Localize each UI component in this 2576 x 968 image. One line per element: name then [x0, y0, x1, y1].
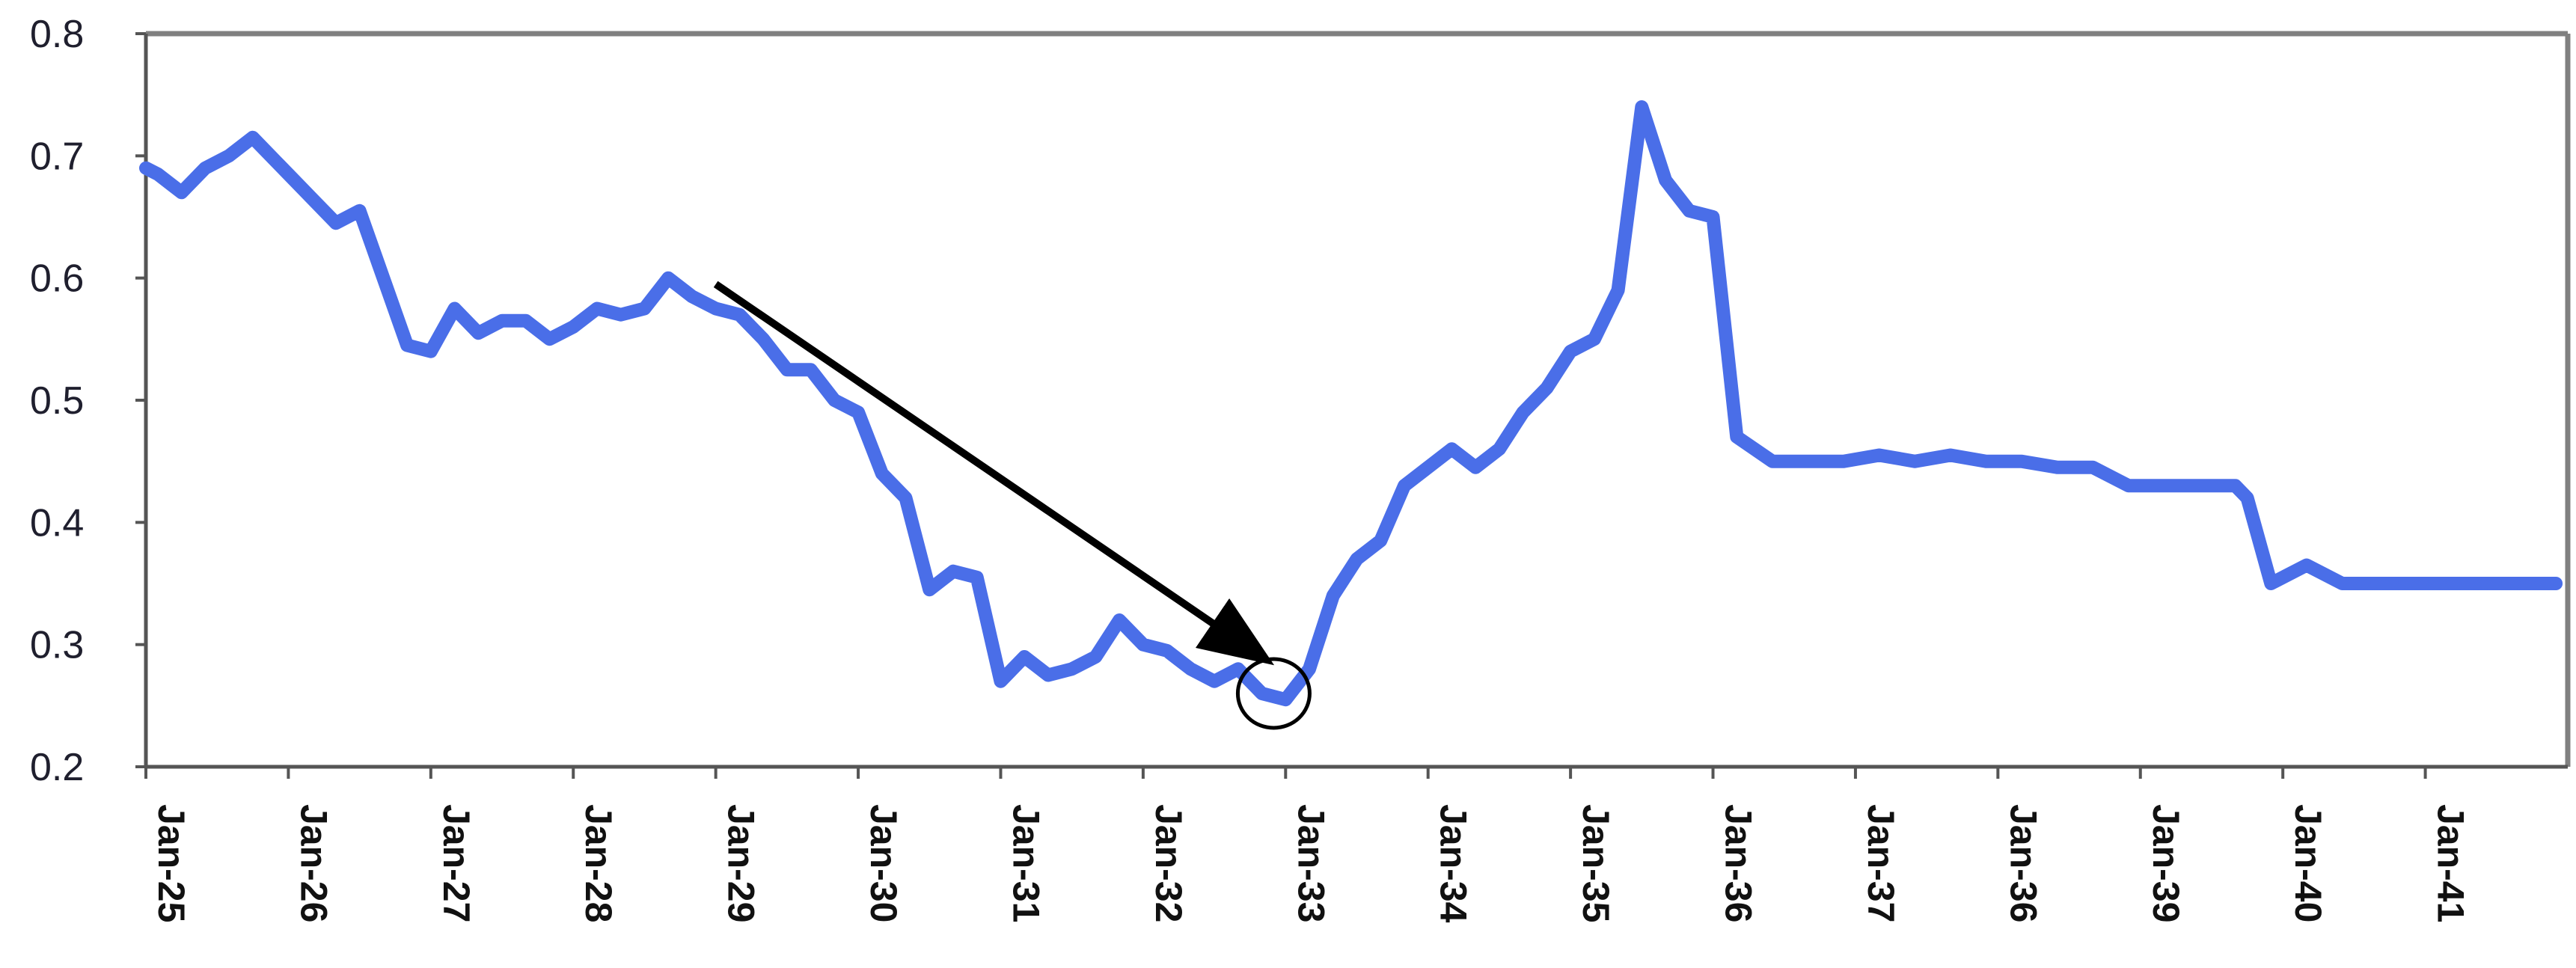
x-axis: Jan-25 Jan-26 Jan-27 Jan-28 Jan-29 Jan-30 Jan-…: [144, 767, 2472, 923]
x-tick-label: Jan-26: [293, 804, 334, 922]
y-tick-label: 0.2: [30, 746, 84, 789]
y-tick-label: 0.5: [30, 379, 84, 423]
x-tick-label: Jan-33: [1290, 804, 1332, 922]
x-tick-label: Jan-28: [578, 804, 619, 922]
x-tick-label: Jan-25: [150, 804, 192, 922]
x-tick-label: Jan-36: [2002, 804, 2044, 922]
y-tick-label: 0.7: [30, 135, 84, 178]
annotation-layer: [713, 281, 1312, 730]
y-tick-label: 0.8: [30, 13, 84, 56]
x-tick-label: Jan-37: [1860, 804, 1902, 922]
x-tick-label: Jan-27: [435, 804, 477, 922]
x-tick-label: Jan-31: [1005, 804, 1047, 922]
x-tick-label: Jan-36: [1718, 804, 1760, 922]
x-tick-label: Jan-29: [721, 804, 762, 922]
x-tick-label: Jan-32: [1148, 804, 1190, 922]
y-tick-label: 0.3: [30, 624, 84, 667]
annotation-arrow: [713, 281, 1275, 666]
y-axis: 0.2 0.3 0.4 0.5 0.6 0.7 0.8: [30, 13, 146, 789]
x-tick-label: Jan-30: [863, 804, 905, 922]
y-tick-label: 0.4: [30, 501, 84, 545]
annotation-circle: [1235, 657, 1312, 730]
plot-frame: [144, 31, 2571, 769]
x-tick-label: Jan-35: [1575, 804, 1617, 922]
x-tick-label: Jan-34: [1433, 804, 1475, 923]
series-line: [139, 100, 2563, 707]
y-tick-label: 0.6: [30, 257, 84, 301]
x-tick-label: Jan-40: [2287, 804, 2329, 922]
series-layer: [139, 100, 2563, 707]
x-tick-label: Jan-39: [2145, 804, 2187, 922]
x-tick-label: Jan-41: [2430, 804, 2472, 922]
